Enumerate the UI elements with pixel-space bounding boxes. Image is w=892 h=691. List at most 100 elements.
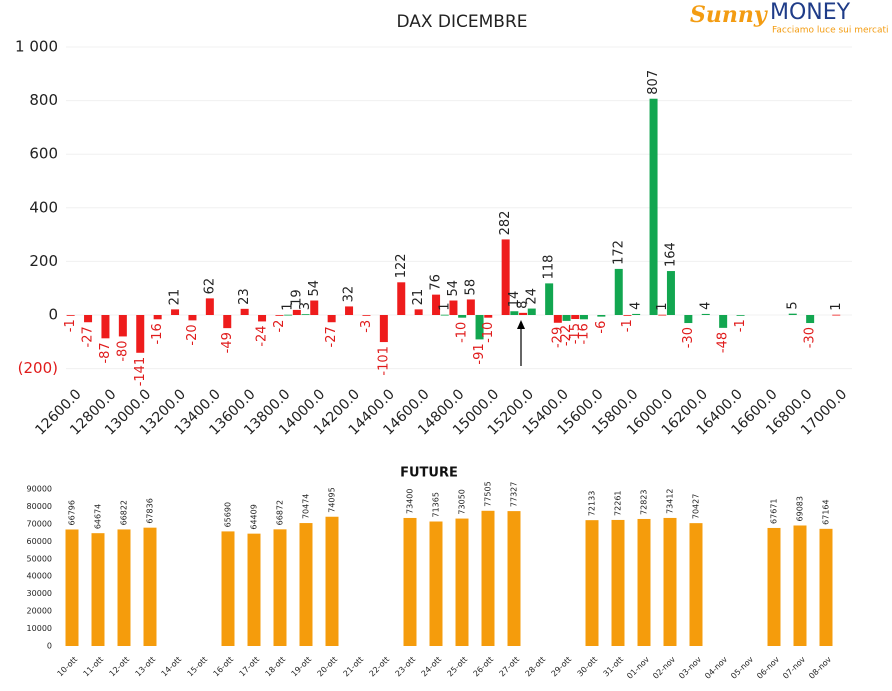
data-label: 19 xyxy=(289,289,304,306)
y-tick-label: 90000 xyxy=(27,485,52,494)
bar xyxy=(414,309,423,315)
x-tick-label: 08-nov xyxy=(807,655,833,681)
bar xyxy=(501,239,510,315)
data-label: -22 xyxy=(559,325,574,346)
x-tick-label: 07-nov xyxy=(781,655,807,681)
bar xyxy=(510,311,519,315)
data-label: -20 xyxy=(185,324,200,345)
bar xyxy=(345,306,354,315)
data-label: 77327 xyxy=(510,482,519,507)
data-label: 73400 xyxy=(406,489,415,514)
data-label: 66822 xyxy=(120,500,129,525)
bar xyxy=(614,268,623,315)
data-label: -24 xyxy=(255,325,270,346)
bar xyxy=(689,523,703,646)
bar xyxy=(325,516,339,646)
bar xyxy=(507,511,521,646)
y-tick-label: 1 000 xyxy=(15,38,58,56)
chart-title: FUTURE xyxy=(400,466,458,481)
bar xyxy=(658,314,667,316)
y-tick-label: 60000 xyxy=(27,537,52,546)
bar xyxy=(117,529,131,646)
bar xyxy=(301,314,310,315)
bar xyxy=(663,517,677,646)
bar xyxy=(65,529,79,646)
data-label: 23 xyxy=(237,288,252,305)
data-label: 4 xyxy=(629,302,644,310)
data-label: -49 xyxy=(220,332,235,353)
data-label: 21 xyxy=(411,289,426,306)
data-label: 67164 xyxy=(822,499,831,524)
bar xyxy=(736,315,745,316)
bar xyxy=(819,528,833,646)
bar xyxy=(684,315,693,324)
data-label: -1 xyxy=(620,319,635,332)
bar xyxy=(205,298,214,315)
bar xyxy=(118,315,127,337)
bar xyxy=(247,533,261,646)
data-label: 24 xyxy=(524,288,539,305)
bar xyxy=(788,313,797,315)
data-label: 118 xyxy=(542,255,557,280)
data-label: -30 xyxy=(803,327,818,348)
bar xyxy=(221,531,235,646)
y-tick-label: 0 xyxy=(47,642,52,651)
bar xyxy=(299,523,313,646)
bar xyxy=(701,313,710,315)
bar xyxy=(519,312,528,315)
bar xyxy=(553,315,562,323)
x-tick-label: 24-ott xyxy=(420,655,444,679)
chart-title: DAX DICEMBRE xyxy=(396,12,527,32)
data-label: 1 xyxy=(829,302,844,310)
data-label: 70427 xyxy=(692,494,701,519)
bar xyxy=(432,294,441,315)
x-tick-label: 26-ott xyxy=(472,655,496,679)
y-tick-label: 40000 xyxy=(27,572,52,581)
data-label: 72823 xyxy=(640,490,649,515)
data-label: 8 xyxy=(516,301,531,309)
y-tick-label: 70000 xyxy=(27,519,52,528)
y-tick-label: 600 xyxy=(29,145,58,163)
bar xyxy=(362,315,371,316)
data-label: -27 xyxy=(324,326,339,347)
bar xyxy=(429,521,443,646)
data-label: 65690 xyxy=(224,502,233,527)
logo-tagline: Facciamo luce sui mercati xyxy=(772,26,889,36)
x-tick-label: 02-nov xyxy=(651,655,677,681)
bar xyxy=(562,315,571,321)
x-tick-label: 12-ott xyxy=(108,655,132,679)
bar xyxy=(403,517,417,646)
bar xyxy=(623,315,632,316)
bar xyxy=(440,314,449,316)
bar xyxy=(292,309,301,315)
bar xyxy=(484,315,493,318)
x-tick-label: 15-ott xyxy=(186,655,210,679)
data-label: -80 xyxy=(115,340,130,361)
x-tick-label: 04-nov xyxy=(703,655,729,681)
x-tick-label: 14-ott xyxy=(160,655,184,679)
x-tick-label: 23-ott xyxy=(394,655,418,679)
x-tick-label: 28-ott xyxy=(524,655,548,679)
logo-brand2: MONEY xyxy=(770,0,851,25)
data-label: 3 xyxy=(298,302,313,310)
x-tick-label: 31-ott xyxy=(602,655,626,679)
data-label: 77505 xyxy=(484,481,493,506)
data-label: 64674 xyxy=(94,504,103,529)
bar xyxy=(273,529,287,646)
bar xyxy=(579,315,588,320)
bar xyxy=(719,315,728,328)
bar xyxy=(475,315,484,340)
data-label: 67671 xyxy=(770,498,779,523)
data-label: 807 xyxy=(646,70,661,95)
bar xyxy=(188,315,197,321)
x-tick-label: 19-ott xyxy=(290,655,314,679)
data-label: -10 xyxy=(481,322,496,343)
bar xyxy=(284,314,293,316)
data-label: -6 xyxy=(594,321,609,334)
data-label: 62 xyxy=(202,278,217,295)
annotation-arrowhead xyxy=(517,320,525,329)
bar xyxy=(84,315,93,323)
data-label: 1 xyxy=(655,302,670,310)
data-label: 72261 xyxy=(614,490,623,515)
x-tick-label: 29-ott xyxy=(550,655,574,679)
